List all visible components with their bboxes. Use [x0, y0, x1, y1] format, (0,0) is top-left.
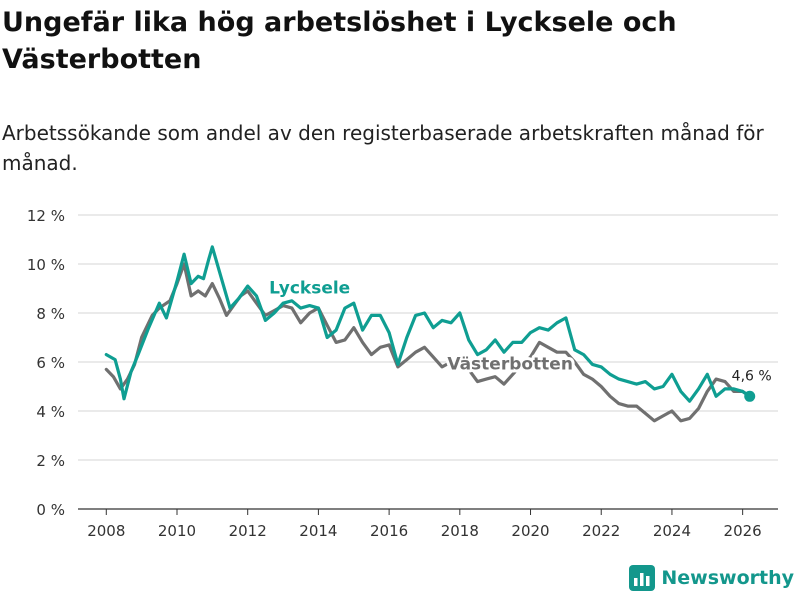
end-value-label: 4,6 %: [732, 368, 772, 384]
x-tick-label: 2024: [653, 522, 691, 540]
y-tick-label: 8 %: [36, 305, 65, 323]
x-tick-label: 2010: [158, 522, 196, 540]
y-tick-label: 6 %: [36, 354, 65, 372]
chart-subtitle: Arbetssökande som andel av den registerb…: [2, 121, 764, 175]
x-tick-label: 2016: [370, 522, 408, 540]
x-tick-label: 2012: [229, 522, 267, 540]
end-point-marker: [744, 390, 756, 402]
y-tick-label: 12 %: [27, 207, 65, 225]
brand-name: Newsworthy: [661, 567, 794, 589]
series-label-lycksele: Lycksele: [269, 278, 350, 298]
chart-title: Ungefär lika hög arbetslöshet i Lycksele…: [2, 7, 677, 75]
series-label-vasterbotten: Västerbotten: [447, 354, 573, 374]
series-line-lycksele: [104, 245, 752, 403]
x-tick-label: 2008: [87, 522, 125, 540]
y-tick-label: 10 %: [27, 256, 65, 274]
y-tick-label: 0 %: [36, 501, 65, 519]
x-tick-label: 2026: [724, 522, 762, 540]
x-tick-label: 2018: [441, 522, 479, 540]
y-tick-label: 4 %: [36, 403, 65, 421]
bar-chart-icon: [629, 565, 656, 591]
series-line-vasterbotten: [104, 262, 752, 423]
y-tick-label: 2 %: [36, 452, 65, 470]
x-tick-label: 2014: [299, 522, 337, 540]
x-tick-label: 2022: [582, 522, 620, 540]
newsworthy-logo: Newsworthy: [629, 564, 794, 592]
x-tick-label: 2020: [511, 522, 549, 540]
